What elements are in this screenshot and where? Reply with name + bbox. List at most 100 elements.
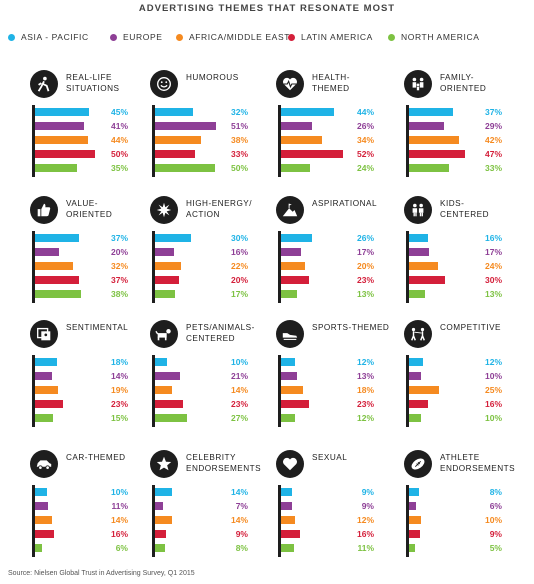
bar <box>409 136 460 144</box>
bar <box>281 122 313 130</box>
legend-item: ASIA - PACIFIC <box>8 30 89 44</box>
theme-label: COMPETITIVE <box>440 322 534 333</box>
bar <box>35 516 52 524</box>
bar-axis <box>32 355 35 427</box>
bar <box>409 400 429 408</box>
theme-label-line: ACTION <box>186 210 220 219</box>
bar <box>155 108 194 116</box>
bar <box>155 488 172 496</box>
theme-label-line: ENDORSEMENTS <box>186 464 262 473</box>
theme-label-line: ORIENTED <box>440 84 487 93</box>
legend-label: ASIA - PACIFIC <box>21 32 89 42</box>
theme-panel: SPORTS-THEMED 12% 13% 18% 23% 12% <box>276 320 406 440</box>
bar <box>281 234 313 242</box>
bar-value-label: 9% <box>361 487 374 497</box>
bar <box>35 122 85 130</box>
bar-value-label: 41% <box>110 121 128 131</box>
bar <box>281 276 309 284</box>
bar-axis <box>278 355 281 427</box>
bar <box>281 150 344 158</box>
legend-item: LATIN AMERICA <box>288 30 373 44</box>
bar-value-label: 38% <box>230 135 248 145</box>
theme-label-line: VALUE- <box>66 199 98 208</box>
legend-swatch <box>8 33 15 41</box>
bar <box>155 136 201 144</box>
theme-label-line: HEALTH- <box>312 73 350 82</box>
bar-value-label: 37% <box>110 275 128 285</box>
bar <box>155 290 176 298</box>
bar-axis <box>32 485 35 557</box>
theme-panel: SEXUAL 9% 9% 12% 16% 11% <box>276 450 406 570</box>
bar <box>155 248 175 256</box>
bar <box>409 530 420 538</box>
bar <box>409 516 421 524</box>
bar <box>281 530 301 538</box>
starburst-icon <box>150 196 178 224</box>
bar <box>409 372 421 380</box>
bar-value-label: 14% <box>110 371 128 381</box>
theme-panel: HIGH-ENERGY/ACTION 30% 16% 22% 20% 17% <box>150 196 280 316</box>
bar <box>155 372 181 380</box>
bar-value-label: 50% <box>110 149 128 159</box>
bar-value-label: 11% <box>111 501 128 511</box>
bar-value-label: 20% <box>110 247 128 257</box>
bar-value-label: 44% <box>356 107 374 117</box>
football-icon <box>404 450 432 478</box>
bar-value-label: 9% <box>361 501 374 511</box>
theme-label-line: ATHLETE <box>440 453 480 462</box>
bar <box>281 400 309 408</box>
bar-value-label: 14% <box>230 487 248 497</box>
bar-axis <box>278 105 281 177</box>
bar-value-label: 9% <box>489 529 502 539</box>
bar-value-label: 27% <box>230 413 248 423</box>
theme-label: HIGH-ENERGY/ACTION <box>186 198 280 220</box>
bar <box>155 262 182 270</box>
legend-label: NORTH AMERICA <box>401 32 480 42</box>
bar <box>35 262 74 270</box>
bar-value-label: 26% <box>356 233 374 243</box>
bar <box>155 150 195 158</box>
theme-label: SENTIMENTAL <box>66 322 160 333</box>
bar-value-label: 51% <box>230 121 248 131</box>
bar <box>35 248 59 256</box>
bar <box>281 108 334 116</box>
bar-value-label: 35% <box>110 163 128 173</box>
legend-swatch <box>110 33 117 41</box>
bar-value-label: 21% <box>230 371 248 381</box>
car-icon <box>30 450 58 478</box>
family-icon <box>404 70 432 98</box>
theme-label: VALUE- ORIENTED <box>66 198 160 220</box>
bar <box>409 276 445 284</box>
bar-value-label: 20% <box>230 275 248 285</box>
bar <box>281 358 296 366</box>
bar <box>281 544 295 552</box>
theme-panel: ASPIRATIONAL 26% 17% 20% 23% 13% <box>276 196 406 316</box>
bar-value-label: 30% <box>484 275 502 285</box>
theme-panel: VALUE- ORIENTED 37% 20% 32% 37% 38% <box>30 196 160 316</box>
bar <box>35 358 57 366</box>
legend-swatch <box>288 33 295 41</box>
bar <box>409 386 439 394</box>
bar <box>409 544 415 552</box>
bar <box>281 414 296 422</box>
bar <box>409 358 424 366</box>
bar-value-label: 47% <box>484 149 502 159</box>
bar <box>409 108 454 116</box>
legend: ASIA - PACIFIC EUROPE AFRICA/MIDDLE EAST LA… <box>8 30 528 44</box>
theme-label-line: ORIENTED <box>66 210 113 219</box>
bar-value-label: 17% <box>356 247 374 257</box>
theme-label: CELEBRITY ENDORSEMENTS <box>186 452 280 474</box>
theme-panel: HEALTH- THEMED 44% 26% 34% 52% 24% <box>276 70 406 190</box>
bar <box>281 502 292 510</box>
bar-value-label: 18% <box>110 357 128 367</box>
bar-axis <box>278 485 281 557</box>
theme-label-line: HUMOROUS <box>186 73 239 82</box>
bar <box>281 516 296 524</box>
bar-value-label: 15% <box>110 413 128 423</box>
fencing-icon <box>404 320 432 348</box>
legend-label: AFRICA/MIDDLE EAST <box>189 32 291 42</box>
theme-panel: PETS/ANIMALS- CENTERED 10% 21% 14% 23% 27% <box>150 320 280 440</box>
legend-item: NORTH AMERICA <box>388 30 480 44</box>
legend-label: LATIN AMERICA <box>301 32 373 42</box>
bar <box>155 386 172 394</box>
